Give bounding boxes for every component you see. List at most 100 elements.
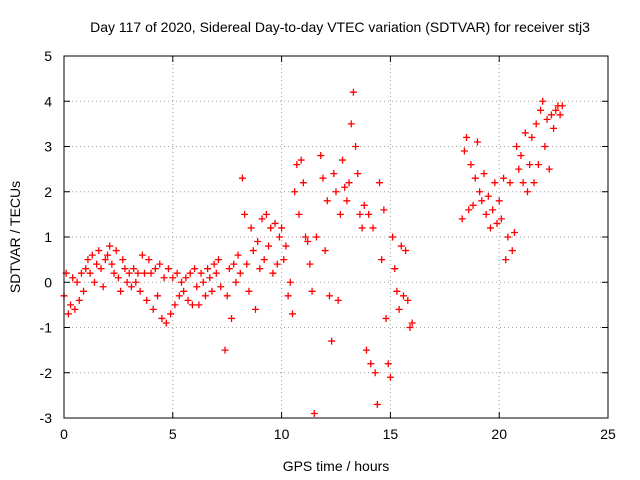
data-point	[64, 310, 72, 318]
x-axis-label: GPS time / hours	[283, 458, 390, 474]
data-point	[234, 251, 242, 259]
data-point	[173, 269, 181, 277]
data-point	[526, 161, 534, 169]
data-point	[302, 233, 310, 241]
data-point	[162, 319, 170, 327]
data-point	[321, 247, 329, 255]
data-point	[504, 233, 512, 241]
data-point	[306, 260, 314, 268]
data-point	[149, 305, 157, 313]
data-point	[404, 296, 412, 304]
data-point	[112, 247, 120, 255]
chart-title: Day 117 of 2020, Sidereal Day-to-day VTE…	[90, 19, 590, 35]
data-point	[380, 206, 388, 214]
data-point	[180, 287, 188, 295]
data-point	[345, 179, 353, 187]
data-point	[158, 314, 166, 322]
data-point	[491, 179, 499, 187]
data-point	[130, 265, 138, 273]
y-tick-label: -2	[40, 365, 53, 381]
data-point	[463, 133, 471, 141]
data-point	[341, 183, 349, 191]
data-point	[138, 251, 146, 259]
data-point	[508, 247, 516, 255]
data-point	[515, 165, 523, 173]
data-point	[489, 206, 497, 214]
data-point	[493, 219, 501, 227]
data-point	[330, 170, 338, 178]
data-point	[188, 301, 196, 309]
y-tick-label: 1	[44, 229, 52, 245]
data-point	[114, 274, 122, 282]
y-tick-label: -3	[40, 410, 53, 426]
data-point	[90, 278, 98, 286]
data-point	[284, 292, 292, 300]
data-point	[550, 124, 558, 132]
data-point	[384, 360, 392, 368]
x-tick-label: 15	[383, 426, 399, 442]
data-point	[334, 296, 342, 304]
data-point	[269, 269, 277, 277]
data-point	[245, 287, 253, 295]
data-point	[119, 256, 127, 264]
data-point	[117, 287, 125, 295]
data-point	[156, 260, 164, 268]
data-point	[136, 287, 144, 295]
grid	[64, 56, 608, 418]
data-point	[293, 161, 301, 169]
data-point	[282, 242, 290, 250]
data-point	[354, 170, 362, 178]
data-point	[537, 106, 545, 114]
data-point	[506, 179, 514, 187]
data-point	[154, 292, 162, 300]
data-point	[519, 179, 527, 187]
data-point	[517, 152, 525, 160]
data-point	[193, 283, 201, 291]
data-point	[532, 120, 540, 128]
data-point	[358, 224, 366, 232]
y-axis-label: SDTVAR / TECUs	[7, 181, 23, 293]
data-point	[328, 337, 336, 345]
data-point	[191, 265, 199, 273]
data-point	[482, 210, 490, 218]
data-point	[343, 197, 351, 205]
data-point	[249, 247, 257, 255]
data-point	[534, 161, 542, 169]
data-point	[101, 256, 109, 264]
x-axis: 0 5 10 15 20 25	[60, 56, 616, 442]
data-point	[530, 179, 538, 187]
data-point	[273, 260, 281, 268]
data-point	[169, 274, 177, 282]
data-point	[132, 278, 140, 286]
data-point	[204, 265, 212, 273]
data-point	[556, 111, 564, 119]
data-point	[297, 156, 305, 164]
data-point	[541, 143, 549, 150]
data-point	[241, 210, 249, 218]
data-point	[339, 156, 347, 164]
data-point	[175, 292, 183, 300]
x-tick-label: 20	[491, 426, 507, 442]
data-point	[480, 170, 488, 178]
data-point	[243, 260, 251, 268]
data-point	[371, 369, 379, 377]
data-point	[304, 238, 312, 246]
data-point	[378, 256, 386, 264]
data-point	[376, 179, 384, 187]
data-point	[500, 174, 508, 182]
data-point	[206, 274, 214, 282]
data-point	[367, 360, 375, 368]
data-point	[308, 287, 316, 295]
data-point	[495, 197, 503, 205]
data-point	[528, 133, 536, 141]
data-point	[408, 319, 416, 327]
data-point	[73, 278, 81, 286]
data-point	[543, 115, 551, 123]
data-point	[134, 269, 142, 277]
data-point	[67, 301, 75, 309]
x-tick-label: 0	[60, 426, 68, 442]
data-point	[347, 120, 355, 128]
data-point	[225, 265, 233, 273]
y-tick-label: 3	[44, 139, 52, 155]
data-point	[80, 287, 88, 295]
